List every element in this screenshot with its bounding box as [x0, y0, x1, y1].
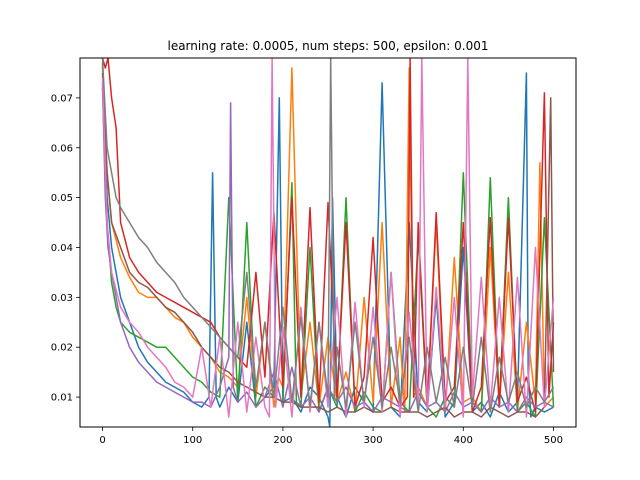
- x-tick-label: 400: [454, 435, 473, 446]
- x-tick-label: 500: [544, 435, 563, 446]
- series-line-8: [101, 58, 555, 413]
- x-axis: 0 100 200 300 400 500: [99, 427, 563, 446]
- y-tick-label: 0.07: [51, 93, 73, 104]
- y-axis: 0.01 0.02 0.03 0.04 0.05 0.06 0.07: [51, 93, 80, 404]
- chart-title: learning rate: 0.0005, num steps: 500, e…: [167, 39, 488, 53]
- y-tick-label: 0.06: [51, 143, 73, 154]
- y-tick-label: 0.01: [51, 393, 73, 404]
- x-tick-label: 100: [183, 435, 202, 446]
- y-tick-label: 0.05: [51, 193, 73, 204]
- x-tick-label: 300: [364, 435, 383, 446]
- series-line-5: [101, 82, 554, 413]
- series-line-4: [101, 58, 555, 413]
- y-tick-label: 0.04: [51, 243, 73, 254]
- series-layer: [101, 58, 555, 427]
- x-tick-label: 0: [99, 435, 105, 446]
- x-tick-label: 200: [273, 435, 292, 446]
- plot-frame: [79, 57, 577, 428]
- y-tick-label: 0.02: [51, 343, 73, 354]
- y-tick-label: 0.03: [51, 293, 73, 304]
- series-line-6: [101, 72, 555, 418]
